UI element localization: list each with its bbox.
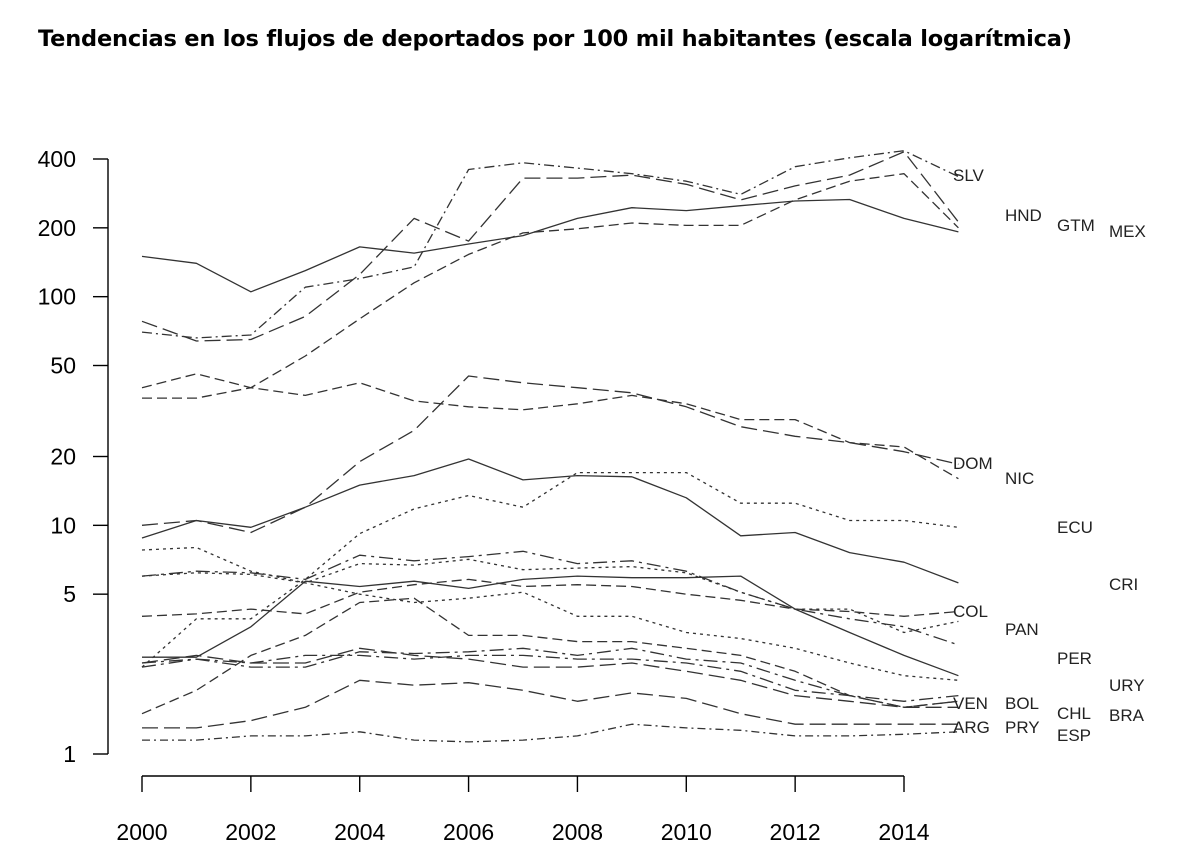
axes: 1 5 10 20 50 100 200 400 2000 2002 2004 2006 2008 201…: [38, 146, 930, 845]
series-line-chl: [141, 654, 959, 702]
series-line-gtm: [142, 173, 959, 399]
y-tick-label: 50: [50, 353, 76, 379]
series-layer: [141, 150, 959, 743]
chart-title: Tendencias en los flujos de deportados p…: [38, 26, 1072, 52]
series-label-nic: NIC: [1005, 469, 1034, 488]
series-label-arg: ARG: [953, 718, 990, 737]
y-tick-label: 200: [38, 215, 76, 241]
series-line-pry: [142, 679, 959, 729]
series-line-ury: [141, 558, 959, 634]
x-tick-label: 2002: [225, 819, 276, 845]
series-label-ven: VEN: [953, 694, 988, 713]
series-line-col: [141, 578, 959, 617]
series-line-bol: [141, 597, 959, 715]
y-tick-label: 100: [38, 284, 76, 310]
y-tick-label: 20: [50, 444, 76, 470]
series-label-bra: BRA: [1109, 706, 1145, 725]
series-label-cri: CRI: [1109, 575, 1138, 594]
series-line-nic: [141, 375, 959, 534]
series-label-dom: DOM: [953, 454, 993, 473]
series-line-arg: [142, 575, 959, 677]
series-line-mex: [141, 198, 959, 293]
series-line-pan: [141, 546, 959, 681]
series-label-mex: MEX: [1109, 222, 1146, 241]
x-tick-label: 2004: [334, 819, 385, 845]
series-label-per: PER: [1057, 649, 1092, 668]
series-line-slv: [141, 150, 959, 339]
y-tick-label: 5: [63, 581, 76, 607]
series-line-ecu: [141, 471, 959, 668]
series-label-ury: URY: [1109, 676, 1145, 695]
series-label-hnd: HND: [1005, 206, 1042, 225]
y-tick-label: 1: [63, 741, 76, 767]
series-label-col: COL: [953, 602, 988, 621]
x-tick-label: 2010: [661, 819, 712, 845]
series-label-pry: PRY: [1005, 718, 1040, 737]
y-tick-label: 10: [50, 512, 76, 538]
series-label-esp: ESP: [1057, 726, 1091, 745]
y-tick-label: 400: [38, 146, 76, 172]
series-line-ven: [141, 647, 959, 708]
series-label-layer: SLV HND GTM MEX DOM NIC ECU CRI COL PAN PER URY VEN B…: [953, 166, 1146, 745]
x-tick-label: 2008: [552, 819, 603, 845]
series-label-gtm: GTM: [1057, 216, 1095, 235]
series-label-ecu: ECU: [1057, 518, 1093, 537]
series-label-slv: SLV: [953, 166, 985, 185]
series-line-cri: [141, 458, 959, 584]
series-line-per: [141, 550, 959, 646]
series-line-esp: [142, 723, 959, 743]
x-tick-label: 2012: [770, 819, 821, 845]
x-tick-label: 2000: [116, 819, 167, 845]
x-tick-label: 2014: [878, 819, 929, 845]
x-tick-label: 2006: [443, 819, 494, 845]
series-label-pan: PAN: [1005, 620, 1039, 639]
series-line-dom: [141, 373, 959, 480]
series-line-bra: [141, 647, 959, 708]
series-label-chl: CHL: [1057, 704, 1091, 723]
series-line-hnd: [141, 151, 959, 342]
series-label-bol: BOL: [1005, 694, 1039, 713]
